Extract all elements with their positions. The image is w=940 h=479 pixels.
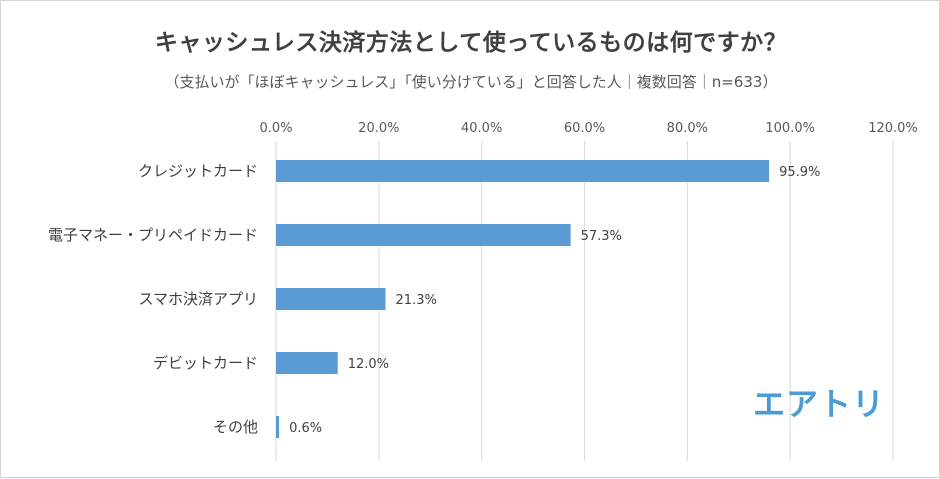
chart-title: キャッシュレス決済方法として使っているものは何ですか？ <box>154 30 788 56</box>
chart-subtitle: （支払いが「ほぼキャッシュレス」「使い分けている」と回答した人｜複数回答｜n=6… <box>164 73 778 91</box>
bar-1 <box>276 224 571 246</box>
bar-2 <box>276 288 386 310</box>
category-label: スマホ決済アプリ <box>138 290 258 308</box>
bar-3 <box>276 352 338 374</box>
x-tick-label: 60.0% <box>564 121 605 136</box>
data-label: 12.0% <box>348 357 389 372</box>
bar-0 <box>276 160 770 182</box>
x-tick-label: 100.0% <box>765 121 815 136</box>
x-tick-label: 40.0% <box>461 121 502 136</box>
bar-4 <box>276 416 280 438</box>
category-label: クレジットカード <box>138 162 258 180</box>
data-label: 21.3% <box>396 293 437 308</box>
x-tick-label: 20.0% <box>358 121 399 136</box>
data-label: 0.6% <box>289 421 322 436</box>
category-label: その他 <box>213 418 258 436</box>
x-tick-label: 0.0% <box>259 121 292 136</box>
category-label: デビットカード <box>153 354 258 372</box>
category-label: 電子マネー・プリペイドカード <box>48 226 258 244</box>
data-label: 57.3% <box>581 229 622 244</box>
x-tick-label: 120.0% <box>868 121 918 136</box>
x-tick-label: 80.0% <box>667 121 708 136</box>
data-label: 95.9% <box>779 165 820 180</box>
brand-logo: エアトリ <box>753 385 886 423</box>
